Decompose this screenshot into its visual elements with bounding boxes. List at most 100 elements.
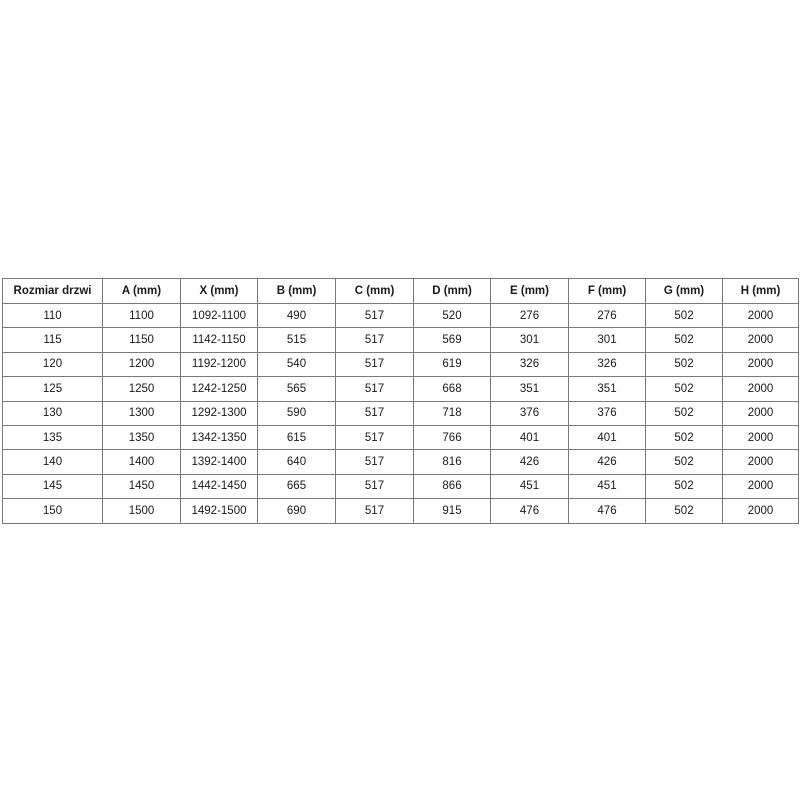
table-cell: 301 bbox=[568, 327, 646, 353]
column-header: C (mm) bbox=[335, 278, 414, 304]
table-cell: 517 bbox=[335, 400, 414, 426]
table-cell: 1292-1300 bbox=[180, 400, 258, 426]
table-cell: 502 bbox=[645, 498, 723, 524]
table-cell: 1442-1450 bbox=[180, 473, 258, 500]
table-cell: 866 bbox=[413, 473, 491, 500]
table-cell: 2000 bbox=[722, 424, 799, 451]
column-header: A (mm) bbox=[102, 278, 181, 304]
table-cell: 110 bbox=[2, 302, 103, 329]
table-cell: 351 bbox=[490, 376, 569, 402]
table-cell: 1392-1400 bbox=[180, 449, 258, 475]
table-cell: 502 bbox=[645, 473, 723, 500]
table-cell: 615 bbox=[257, 424, 336, 451]
table-cell: 816 bbox=[413, 449, 491, 475]
table-cell: 401 bbox=[490, 424, 569, 451]
table-cell: 517 bbox=[335, 302, 414, 329]
column-header: D (mm) bbox=[413, 278, 491, 304]
table-cell: 476 bbox=[568, 498, 646, 524]
table-cell: 351 bbox=[568, 376, 646, 402]
column-header: X (mm) bbox=[180, 278, 258, 304]
table-cell: 520 bbox=[413, 302, 491, 329]
table-cell: 140 bbox=[2, 449, 103, 475]
table-cell: 517 bbox=[335, 449, 414, 475]
table-cell: 1342-1350 bbox=[180, 424, 258, 451]
table-cell: 502 bbox=[645, 351, 723, 378]
table-cell: 130 bbox=[2, 400, 103, 426]
table-row: 145 1450 1442-1450 665 517 866 451 451 502 2000 bbox=[2, 473, 799, 500]
table-cell: 517 bbox=[335, 327, 414, 353]
header-row: Rozmiar drzwi A (mm) X (mm) B (mm) C (mm) D (… bbox=[2, 278, 799, 304]
table-cell: 565 bbox=[257, 376, 336, 402]
table-cell: 690 bbox=[257, 498, 336, 524]
table-cell: 640 bbox=[257, 449, 336, 475]
table-cell: 1092-1100 bbox=[180, 302, 258, 329]
table-cell: 1500 bbox=[102, 498, 181, 524]
table-cell: 517 bbox=[335, 376, 414, 402]
table-row: 135 1350 1342-1350 615 517 766 401 401 502 2000 bbox=[2, 424, 799, 451]
table-cell: 326 bbox=[490, 351, 569, 378]
table-cell: 517 bbox=[335, 351, 414, 378]
table-cell: 1250 bbox=[102, 376, 181, 402]
table-cell: 502 bbox=[645, 424, 723, 451]
table-cell: 2000 bbox=[722, 327, 799, 353]
table-cell: 502 bbox=[645, 302, 723, 329]
table-cell: 718 bbox=[413, 400, 491, 426]
table-cell: 1100 bbox=[102, 302, 181, 329]
table-cell: 490 bbox=[257, 302, 336, 329]
table-cell: 1300 bbox=[102, 400, 181, 426]
table-cell: 451 bbox=[568, 473, 646, 500]
table-cell: 502 bbox=[645, 449, 723, 475]
table-cell: 426 bbox=[568, 449, 646, 475]
table-row: 130 1300 1292-1300 590 517 718 376 376 502 2000 bbox=[2, 400, 799, 426]
table-cell: 517 bbox=[335, 424, 414, 451]
table-cell: 2000 bbox=[722, 376, 799, 402]
table-cell: 1400 bbox=[102, 449, 181, 475]
table-cell: 326 bbox=[568, 351, 646, 378]
dimensions-table: Rozmiar drzwi A (mm) X (mm) B (mm) C (mm) D (… bbox=[2, 278, 799, 524]
table-cell: 2000 bbox=[722, 302, 799, 329]
table-cell: 2000 bbox=[722, 449, 799, 475]
table-cell: 540 bbox=[257, 351, 336, 378]
table-cell: 502 bbox=[645, 327, 723, 353]
table-cell: 115 bbox=[2, 327, 103, 353]
table-cell: 766 bbox=[413, 424, 491, 451]
table-row: 115 1150 1142-1150 515 517 569 301 301 502 2000 bbox=[2, 327, 799, 353]
table-cell: 276 bbox=[568, 302, 646, 329]
table-cell: 619 bbox=[413, 351, 491, 378]
table-row: 125 1250 1242-1250 565 517 668 351 351 502 2000 bbox=[2, 376, 799, 402]
table-cell: 2000 bbox=[722, 400, 799, 426]
table-cell: 1200 bbox=[102, 351, 181, 378]
table-cell: 1142-1150 bbox=[180, 327, 258, 353]
table-cell: 120 bbox=[2, 351, 103, 378]
column-header: E (mm) bbox=[490, 278, 569, 304]
table-cell: 301 bbox=[490, 327, 569, 353]
table-row: 140 1400 1392-1400 640 517 816 426 426 502 2000 bbox=[2, 449, 799, 475]
table-cell: 145 bbox=[2, 473, 103, 500]
table-cell: 502 bbox=[645, 376, 723, 402]
table-cell: 1492-1500 bbox=[180, 498, 258, 524]
table-cell: 150 bbox=[2, 498, 103, 524]
table-cell: 1350 bbox=[102, 424, 181, 451]
table-cell: 665 bbox=[257, 473, 336, 500]
table-cell: 135 bbox=[2, 424, 103, 451]
column-header: H (mm) bbox=[722, 278, 799, 304]
table-cell: 125 bbox=[2, 376, 103, 402]
table-cell: 668 bbox=[413, 376, 491, 402]
table-row: 110 1100 1092-1100 490 517 520 276 276 502 2000 bbox=[2, 302, 799, 329]
table-row: 120 1200 1192-1200 540 517 619 326 326 502 2000 bbox=[2, 351, 799, 378]
table-cell: 569 bbox=[413, 327, 491, 353]
table-cell: 1192-1200 bbox=[180, 351, 258, 378]
table-cell: 376 bbox=[568, 400, 646, 426]
table-cell: 1150 bbox=[102, 327, 181, 353]
column-header: Rozmiar drzwi bbox=[2, 278, 103, 304]
table-cell: 2000 bbox=[722, 351, 799, 378]
table-cell: 915 bbox=[413, 498, 491, 524]
table-cell: 276 bbox=[490, 302, 569, 329]
table-cell: 590 bbox=[257, 400, 336, 426]
table-cell: 1242-1250 bbox=[180, 376, 258, 402]
column-header: G (mm) bbox=[645, 278, 723, 304]
table-cell: 476 bbox=[490, 498, 569, 524]
table-row: 150 1500 1492-1500 690 517 915 476 476 502 2000 bbox=[2, 498, 799, 524]
table-cell: 517 bbox=[335, 498, 414, 524]
table-cell: 517 bbox=[335, 473, 414, 500]
